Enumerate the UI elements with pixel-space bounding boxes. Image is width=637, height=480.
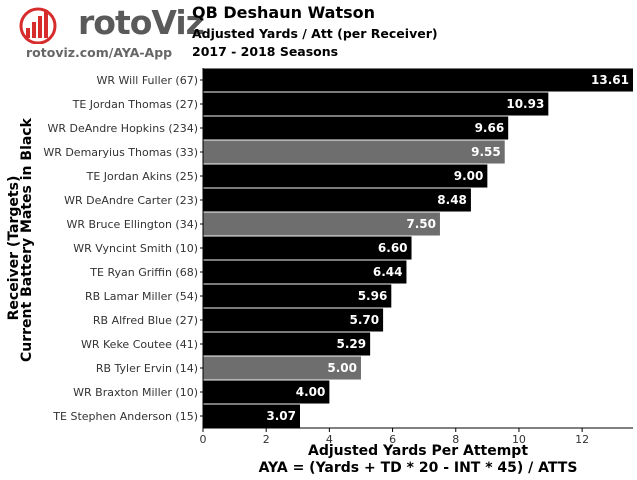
category-label: WR DeAndre Hopkins (234) (48, 122, 198, 135)
bar-value-label: 8.48 (437, 193, 467, 207)
bar (203, 356, 361, 380)
x-tick-label: 6 (389, 433, 396, 446)
logo-url: rotoviz.com/AYA-App (26, 45, 173, 60)
bar-value-label: 13.61 (591, 73, 629, 87)
bar-value-label: 5.00 (327, 361, 357, 375)
bar (203, 308, 384, 332)
bar (203, 92, 549, 116)
category-label: WR Vyncint Smith (10) (73, 242, 198, 255)
chart-title: QB Deshaun Watson (192, 3, 375, 22)
x-axis-label: Adjusted Yards Per Attempt (307, 443, 529, 459)
x-tick-label: 12 (575, 433, 589, 446)
bar (203, 140, 505, 164)
category-label: WR Will Fuller (67) (97, 74, 199, 87)
chart-subtitle: Adjusted Yards / Att (per Receiver) (192, 26, 438, 41)
x-tick-label: 10 (512, 433, 526, 446)
bar-value-label: 5.29 (337, 337, 367, 351)
bar-value-label: 6.60 (378, 241, 408, 255)
x-tick-label: 8 (452, 433, 459, 446)
category-label: RB Alfred Blue (27) (93, 314, 198, 327)
x-tick-label: 0 (200, 433, 207, 446)
bar-value-label: 10.93 (506, 97, 544, 111)
bar-value-label: 4.00 (296, 385, 326, 399)
bar-value-label: 5.70 (349, 313, 379, 327)
category-label: WR Braxton Miller (10) (73, 386, 198, 399)
bar (203, 164, 488, 188)
x-axis-formula: AYA = (Yards + TD * 20 - INT * 45) / ATT… (258, 460, 578, 476)
bar (203, 332, 371, 356)
category-label: WR Demaryius Thomas (33) (43, 146, 198, 159)
category-label: TE Jordan Akins (25) (86, 170, 198, 183)
category-label: TE Jordan Thomas (27) (72, 98, 198, 111)
category-label: WR DeAndre Carter (23) (64, 194, 198, 207)
bar (203, 68, 633, 92)
x-tick-label: 2 (263, 433, 270, 446)
bar-value-label: 6.44 (373, 265, 403, 279)
bar (203, 404, 300, 428)
category-label: RB Tyler Ervin (14) (96, 362, 198, 375)
bar (203, 212, 440, 236)
x-tick-label: 4 (326, 433, 333, 446)
bar-value-label: 7.50 (406, 217, 436, 231)
category-label: RB Lamar Miller (54) (85, 290, 198, 303)
logo-text: rotoViz (78, 3, 205, 42)
bar-value-label: 5.96 (358, 289, 388, 303)
bar (203, 188, 471, 212)
chart-seasons: 2017 - 2018 Seasons (192, 44, 339, 59)
bar (203, 284, 392, 308)
bar-value-label: 9.00 (454, 169, 484, 183)
bar-value-label: 9.66 (475, 121, 505, 135)
bar (203, 236, 412, 260)
rotoviz-logo: rotoViz (18, 4, 205, 44)
bar-value-label: 3.07 (266, 409, 296, 423)
category-label: WR Keke Coutee (41) (81, 338, 198, 351)
logo-bars-icon (19, 7, 57, 44)
bar-value-label: 9.55 (471, 145, 501, 159)
category-label: WR Bruce Ellington (34) (66, 218, 198, 231)
bar (203, 260, 407, 284)
category-label: TE Ryan Griffin (68) (89, 266, 198, 279)
bar (203, 116, 509, 140)
category-label: TE Stephen Anderson (15) (52, 410, 198, 423)
bar (203, 380, 330, 404)
